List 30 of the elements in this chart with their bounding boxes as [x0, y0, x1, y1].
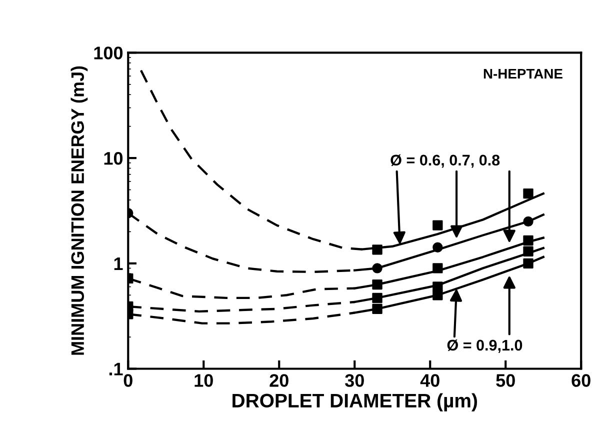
- x-tick-label: 30: [344, 374, 364, 387]
- point: [372, 263, 382, 274]
- point: [432, 220, 443, 230]
- x-tick-label: 20: [270, 374, 288, 387]
- annotation: N-HEPTANE: [484, 68, 562, 79]
- x-axis-title: DROPLET DIAMETER (µm): [232, 393, 477, 412]
- point: [432, 263, 443, 274]
- point: [372, 292, 382, 304]
- x-tick-label: 10: [194, 374, 213, 387]
- point: [523, 235, 534, 246]
- x-tick-label: 50: [496, 374, 515, 387]
- y-tick-label: 1: [114, 258, 123, 270]
- point: [523, 258, 534, 268]
- y-axis-title: MINIMUM IGNITION ENERGY (mJ): [70, 66, 88, 355]
- y-tick-label: 10: [104, 152, 123, 165]
- annotation: Ø = 0.9,1.0: [447, 339, 522, 353]
- x-tick-label: 60: [572, 374, 590, 387]
- x-tick-label: 40: [420, 374, 440, 387]
- x-tick-label: 0: [124, 374, 132, 387]
- point: [523, 216, 534, 227]
- point: [523, 188, 534, 199]
- point: [372, 244, 382, 255]
- point: [372, 279, 382, 290]
- y-tick-label: 100: [94, 46, 123, 60]
- point: [372, 304, 382, 314]
- annotation: Ø = 0.6, 0.7, 0.8: [390, 154, 500, 168]
- point: [523, 246, 534, 256]
- y-tick-label: .1: [109, 362, 123, 376]
- point: [432, 242, 443, 252]
- point: [432, 290, 443, 300]
